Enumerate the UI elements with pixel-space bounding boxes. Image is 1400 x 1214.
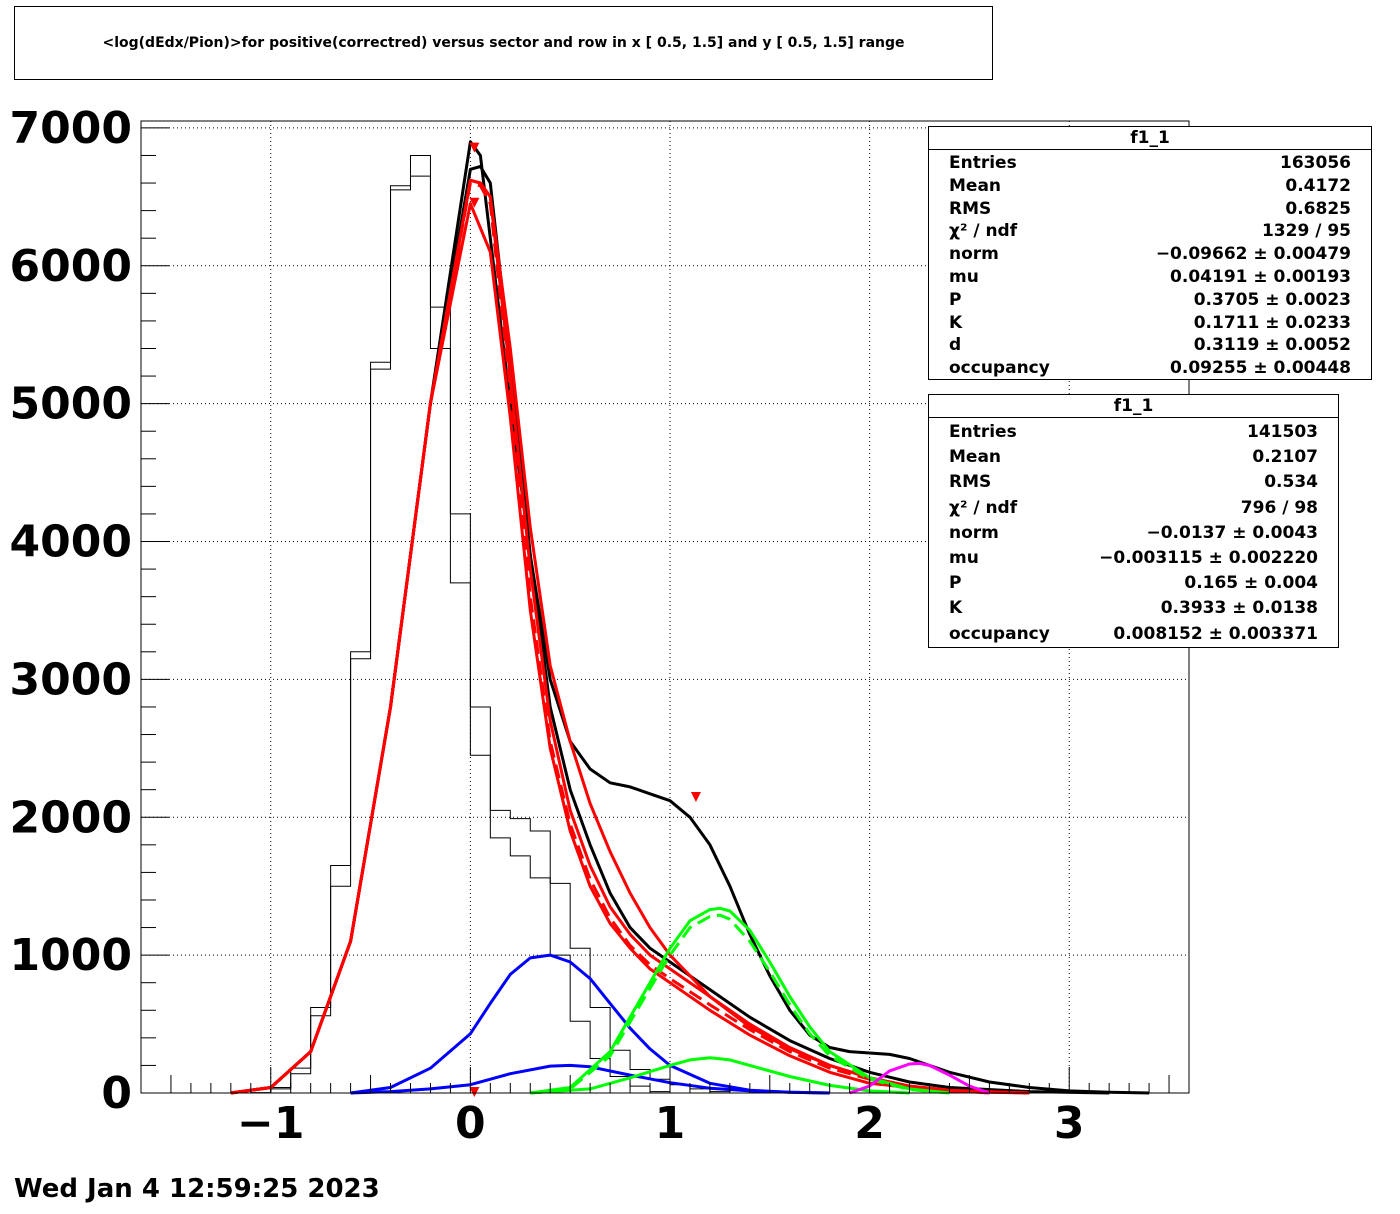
stat-value: 0.3119 ± 0.0052 [1193,335,1351,356]
stats-box-1-title: f1_1 [929,127,1371,150]
stat-row: K 0.1711 ± 0.0233 [929,312,1371,335]
stat-row: RMS 0.6825 [929,198,1371,221]
stat-value: −0.09662 ± 0.00479 [1155,244,1351,265]
stat-value: 796 / 98 [1240,497,1318,518]
stat-value: 141503 [1247,422,1318,442]
stat-row: χ² / ndf 796 / 98 [929,496,1338,521]
stat-row: Entries 163056 [929,152,1371,175]
stats-box-1: f1_1 Entries 163056 Mean 0.4172 RMS 0.6825 χ² … [928,126,1372,380]
fit-curve-7 [350,1063,830,1095]
stat-value: 1329 / 95 [1261,221,1351,242]
y-tick-label: 5000 [10,379,132,430]
x-tick-label: 3 [1054,1098,1085,1149]
stat-label: P [949,289,962,310]
fit-curve-2 [230,178,1030,1095]
fit-curve-5 [230,178,990,1095]
stat-value: 0.1711 ± 0.0233 [1193,312,1351,333]
stat-label: Mean [949,175,1002,196]
stat-label: d [949,335,962,356]
stat-value: 0.09255 ± 0.00448 [1170,358,1351,379]
stat-row: RMS 0.534 [929,470,1338,495]
fit-curve-11 [849,1061,990,1095]
x-tick-label: 1 [655,1098,686,1149]
datestamp: Wed Jan 4 12:59:25 2023 [14,1174,380,1204]
fit-curve-10 [530,1056,910,1095]
stat-value: 0.3933 ± 0.0138 [1160,598,1318,619]
stats-box-2-rows: Entries 141503 Mean 0.2107 RMS 0.534 χ² / ndf 7… [929,418,1338,647]
stat-row: mu −0.003115 ± 0.002220 [929,546,1338,571]
stat-label: norm [949,244,999,265]
chart-title: <log(dEdx/Pion)>for positive(correctred)… [14,6,993,80]
stat-label: χ² / ndf [949,221,1018,242]
y-tick-label: 3000 [10,654,132,705]
stat-row: χ² / ndf 1329 / 95 [929,220,1371,243]
fit-curve-8 [530,906,950,1095]
stats-box-1-rows: Entries 163056 Mean 0.4172 RMS 0.6825 χ² / ndf… [929,150,1371,380]
stat-label: χ² / ndf [949,497,1018,518]
y-tick-label: 7000 [10,103,132,154]
stat-row: P 0.3705 ± 0.0023 [929,289,1371,312]
x-tick-label: −1 [237,1098,304,1149]
stat-row: d 0.3119 ± 0.0052 [929,334,1371,357]
stat-value: 0.6825 [1285,198,1351,219]
stat-label: P [949,573,962,594]
x-tick-label: 2 [854,1098,885,1149]
fit-curve-6 [350,953,830,1095]
marker-0 [469,142,480,153]
x-tick-label: 0 [455,1098,486,1149]
stats-box-2-title: f1_1 [929,395,1338,418]
stat-label: Mean [949,447,1002,468]
stat-value: 163056 [1280,153,1351,173]
y-tick-label: 2000 [10,792,132,843]
stat-value: 0.4172 [1285,175,1351,196]
stat-value: 0.534 [1264,472,1318,493]
stat-label: occupancy [949,358,1050,379]
fit-curve-4 [230,202,1030,1095]
stat-row: Mean 0.4172 [929,175,1371,198]
stat-row: Entries 141503 [929,420,1338,445]
stat-label: mu [949,266,979,287]
stat-label: RMS [949,472,992,493]
fit-curves [230,140,1150,1095]
stats-box-2: f1_1 Entries 141503 Mean 0.2107 RMS 0.534 χ² /… [928,394,1339,648]
stat-row: occupancy 0.008152 ± 0.003371 [929,622,1338,647]
fit-curve-9 [530,913,950,1095]
stat-label: K [949,598,963,619]
y-tick-label: 1000 [10,930,132,981]
stat-row: occupancy 0.09255 ± 0.00448 [929,357,1371,380]
marker-2 [690,791,701,802]
marker-1 [469,197,480,208]
stat-label: K [949,312,963,333]
stat-label: norm [949,522,999,543]
marker-3 [469,1087,480,1097]
stat-value: 0.008152 ± 0.003371 [1113,623,1318,644]
stat-value: 0.04191 ± 0.00193 [1170,266,1351,287]
stat-label: occupancy [949,623,1050,644]
stat-value: 0.2107 [1252,447,1318,468]
stat-row: Mean 0.2107 [929,445,1338,470]
markers [469,142,701,1097]
stat-row: norm −0.09662 ± 0.00479 [929,243,1371,266]
stat-label: Entries [949,153,1017,173]
fit-curve-3 [230,181,1030,1095]
y-tick-label: 4000 [10,517,132,568]
stat-label: mu [949,547,979,568]
stat-value: −0.0137 ± 0.0043 [1146,522,1318,543]
stat-row: K 0.3933 ± 0.0138 [929,596,1338,621]
y-tick-label: 6000 [10,241,132,292]
stat-label: Entries [949,422,1017,442]
axes: 0 1000 2000 3000 4000 5000 6000 7000 −1 0 1 2 3 [10,103,1170,1149]
stat-value: 0.165 ± 0.004 [1184,573,1318,594]
stat-label: RMS [949,198,992,219]
stat-row: norm −0.0137 ± 0.0043 [929,521,1338,546]
stat-row: P 0.165 ± 0.004 [929,571,1338,596]
y-tick-label: 0 [101,1068,132,1119]
stat-value: 0.3705 ± 0.0023 [1193,289,1351,310]
stat-row: mu 0.04191 ± 0.00193 [929,266,1371,289]
stat-value: −0.003115 ± 0.002220 [1099,547,1318,568]
